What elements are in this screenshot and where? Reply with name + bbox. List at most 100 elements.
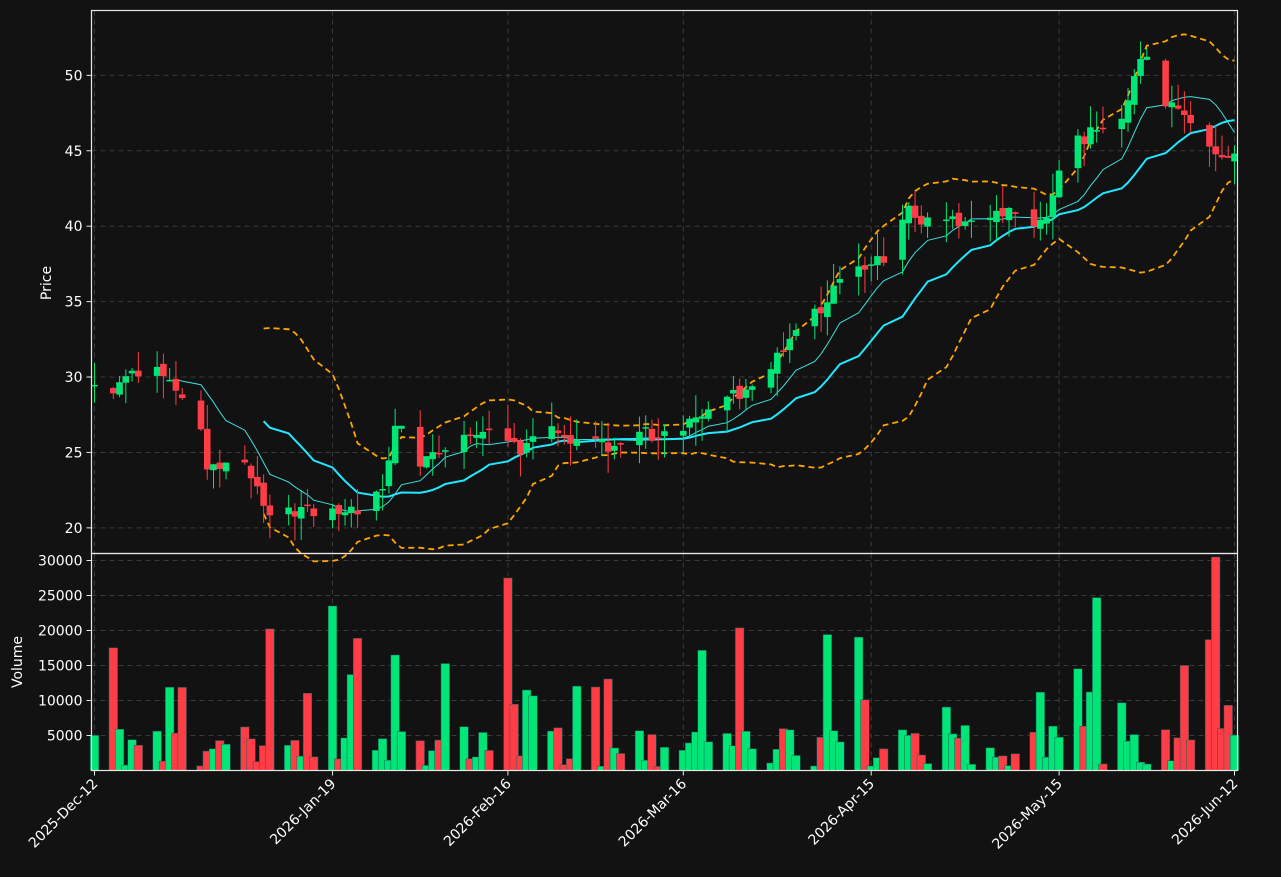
candle-body: [836, 279, 844, 283]
candle-body: [1080, 136, 1088, 145]
price-tick-label: 35: [65, 295, 83, 311]
candle-body: [348, 506, 355, 514]
candle-body: [441, 450, 449, 452]
candle-body: [780, 350, 787, 352]
candle-body: [899, 219, 906, 260]
candle-body: [767, 369, 775, 388]
volume-bar: [879, 748, 889, 771]
candle-body: [329, 508, 336, 521]
candle-body: [91, 384, 98, 387]
volume-panel-frame: [90, 552, 1239, 772]
volume-bar: [553, 727, 563, 771]
candle-body: [817, 307, 825, 314]
candle-body: [573, 439, 581, 446]
price-tick-label: 40: [65, 219, 83, 235]
candle-body: [773, 352, 781, 374]
volume-bar: [572, 685, 582, 771]
candle-body: [128, 370, 136, 374]
volume-bar: [396, 731, 406, 771]
candle-body: [254, 476, 261, 487]
volume-tick-label: 30000: [38, 554, 83, 570]
volume-bars: [89, 556, 1240, 771]
candle-body: [654, 437, 662, 439]
candle-body: [341, 512, 349, 516]
candle-body: [216, 462, 224, 469]
candle-body: [611, 445, 618, 451]
volume-bar: [966, 764, 976, 771]
price-tick-label: 50: [65, 68, 83, 84]
candle-body: [247, 465, 255, 479]
candle-body: [1162, 60, 1169, 107]
candle-body: [385, 460, 393, 487]
candle-body: [203, 428, 211, 470]
candle-body: [1206, 125, 1213, 147]
volume-bar: [747, 748, 757, 771]
volume-bar: [1054, 736, 1064, 771]
candle-body: [986, 217, 994, 221]
candle-body: [748, 386, 756, 390]
candle-body: [172, 378, 180, 391]
candle-body: [1187, 114, 1194, 124]
candle-body: [661, 431, 668, 436]
candle-body: [1030, 209, 1038, 227]
candle-body: [354, 510, 361, 515]
candle-body: [949, 216, 956, 220]
candle-body: [698, 416, 706, 419]
lower-band-line: [262, 178, 1235, 563]
sma-slow-line: [262, 119, 1235, 498]
candle-body: [178, 394, 186, 399]
volume-bar: [960, 725, 970, 771]
candle-body: [999, 207, 1007, 217]
candle-body: [529, 436, 537, 442]
candle-body: [943, 219, 950, 222]
price-tick-label: 30: [65, 370, 83, 386]
candle-body: [592, 436, 599, 439]
candle-body: [636, 431, 643, 446]
candle-body: [391, 425, 399, 464]
price-axis-title: Price: [39, 266, 55, 300]
volume-bar: [177, 687, 187, 771]
volume-axis-title: Volume: [10, 636, 26, 688]
candle-body: [874, 256, 881, 266]
candle-body: [467, 434, 474, 437]
candle-body: [1181, 110, 1188, 115]
candle-body: [1055, 170, 1063, 198]
volume-tick-label: 25000: [38, 589, 83, 605]
candle-body: [730, 389, 737, 394]
candle-body: [554, 430, 562, 434]
volume-bar: [484, 750, 494, 771]
candle-body: [260, 482, 267, 506]
volume-bar: [923, 763, 933, 771]
candle-body: [905, 205, 913, 224]
candle-body: [435, 452, 443, 455]
candle-body: [1174, 105, 1182, 109]
candle-body: [1099, 127, 1107, 130]
candle-body: [423, 456, 430, 468]
bollinger-bands: [262, 33, 1235, 563]
candle-body: [297, 507, 305, 519]
candle-body: [1074, 135, 1082, 169]
candle-body: [548, 426, 556, 440]
volume-tick-label: 5000: [47, 729, 83, 745]
volume-bar: [265, 628, 275, 771]
candle-body: [241, 459, 249, 463]
volume-bar: [353, 638, 363, 771]
candle-body: [1005, 207, 1013, 221]
candle-body: [961, 221, 969, 226]
candle-body: [523, 442, 530, 453]
candle-body: [1011, 212, 1019, 214]
candle-body: [786, 338, 794, 351]
candle-body: [648, 428, 656, 441]
volume-bar: [327, 605, 338, 771]
volume-bar: [791, 755, 801, 771]
candle-body: [1118, 118, 1126, 130]
candle-body: [792, 330, 800, 336]
candle-body: [642, 427, 649, 429]
volume-bar: [528, 695, 538, 771]
candle-body: [955, 212, 963, 227]
candle-body: [122, 376, 130, 383]
volume-bar: [835, 741, 845, 771]
candle-body: [692, 417, 700, 423]
candle-body: [517, 440, 524, 455]
candle-body: [135, 370, 142, 377]
